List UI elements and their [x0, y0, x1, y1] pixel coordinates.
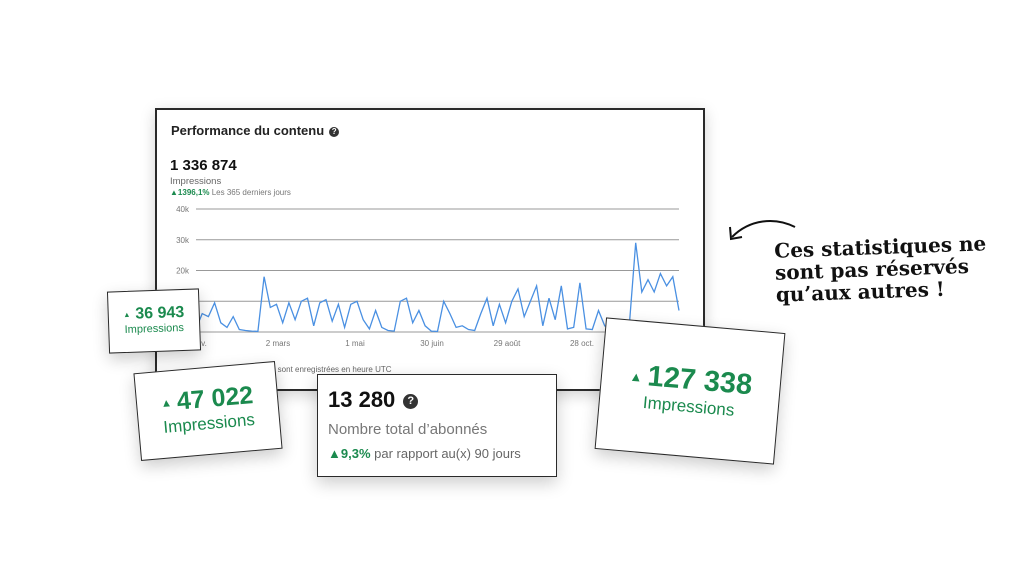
value-text: 13 280	[328, 387, 396, 412]
card-value: 13 280?	[328, 387, 546, 413]
title-text: Performance du contenu	[171, 123, 325, 138]
arrow-icon	[729, 220, 796, 241]
help-icon[interactable]: ?	[403, 394, 419, 409]
y-tick-label: 30k	[176, 236, 190, 245]
help-icon[interactable]: ?	[329, 127, 340, 137]
up-arrow-icon: ▲	[160, 397, 173, 411]
delta-text: par rapport au(x) 90 jours	[374, 446, 521, 461]
y-tick-label: 20k	[176, 267, 190, 276]
impressions-card-large: ▲ 127 338 Impressions	[594, 317, 786, 465]
delta-period: Les 365 derniers jours	[211, 188, 291, 197]
delta-line: ▲1396,1% Les 365 derniers jours	[170, 188, 291, 197]
content-performance-card: Performance du contenu? 1 336 874 Impres…	[155, 108, 705, 391]
delta-value: ▲1396,1%	[170, 188, 210, 197]
total-impressions: 1 336 874	[170, 157, 237, 174]
impressions-series-line	[195, 242, 680, 333]
up-arrow-icon: ▲	[629, 368, 644, 385]
impressions-chart: 40k 30k 20k v. 2 mars 1 mai 30 juin 29 août 28 o…	[176, 205, 680, 348]
impressions-card-small: ▲ 36 943 Impressions	[106, 288, 202, 354]
impressions-card-medium: ▲ 47 022 Impressions	[133, 360, 283, 462]
annotation-line: qu’aux autres !	[775, 276, 946, 307]
x-tick-label: 28 oct.	[570, 339, 594, 348]
up-arrow-icon: ▲	[123, 310, 131, 320]
followers-card: 13 280? Nombre total d’abonnés ▲9,3% par…	[317, 374, 557, 477]
x-tick-label: 1 mai	[345, 339, 365, 348]
footnote: es sont enregistrées en heure UTC	[267, 365, 392, 374]
x-tick-label: 29 août	[494, 339, 521, 348]
annotation-text: Ces statistiques ne sont pas réservés qu…	[774, 231, 988, 307]
x-tick-label: 30 juin	[420, 339, 444, 348]
delta-value: ▲9,3%	[328, 446, 371, 461]
x-tick-label: 2 mars	[266, 339, 290, 348]
card-label: Nombre total d’abonnés	[328, 421, 488, 438]
metric-label: Impressions	[170, 176, 222, 187]
value-text: 36 943	[135, 303, 185, 323]
y-tick-label: 40k	[176, 205, 190, 214]
delta-line: ▲9,3% par rapport au(x) 90 jours	[328, 446, 546, 461]
card-title: Performance du contenu?	[171, 123, 340, 138]
x-tick-label: v.	[201, 339, 207, 348]
